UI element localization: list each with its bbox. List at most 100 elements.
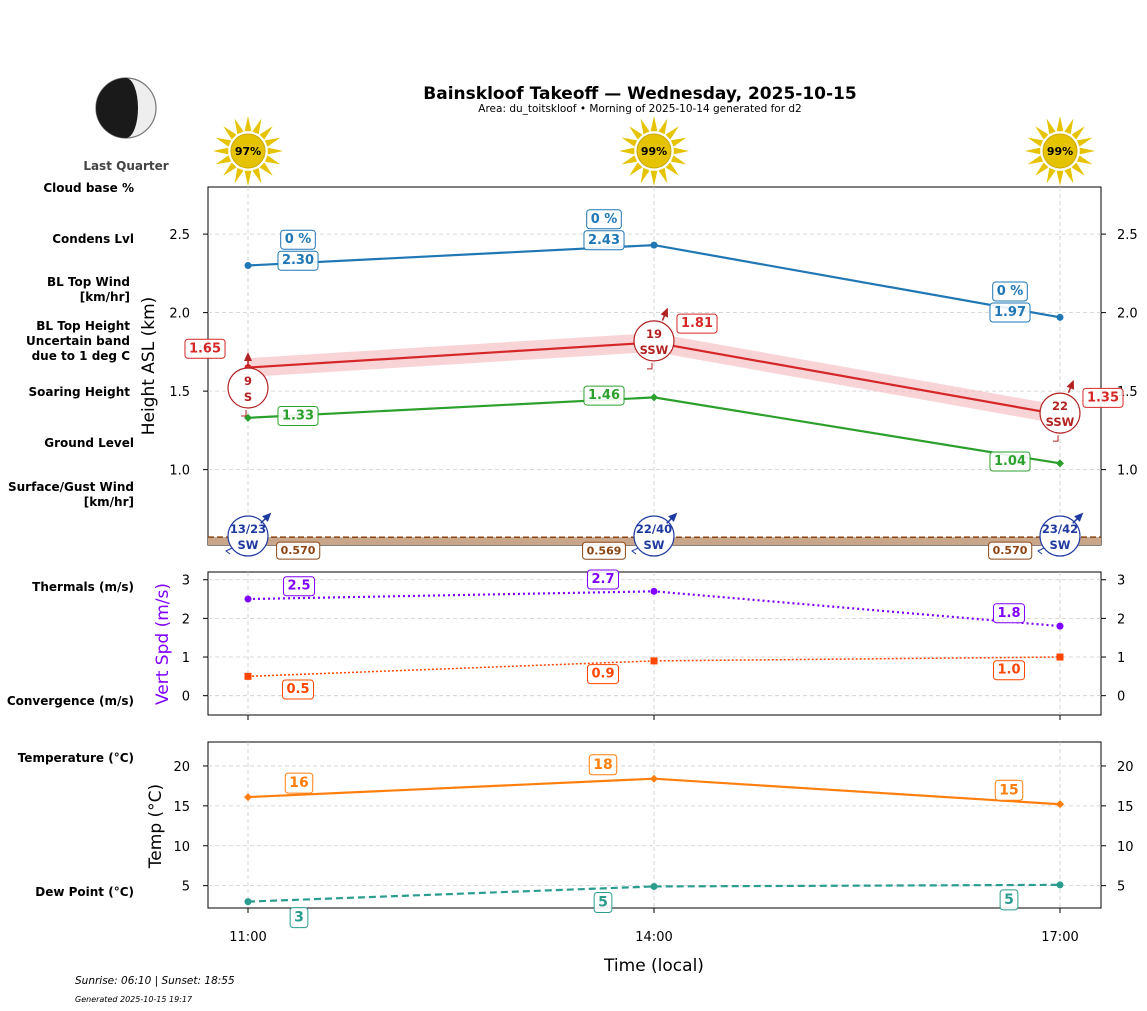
ytick-label-right: 15 [1117, 800, 1134, 815]
condens-label: 1.97 [989, 302, 1031, 323]
chart-subtitle: Area: du_toitskloof • Morning of 2025-10… [478, 103, 801, 115]
label-bl-top-height-3: due to 1 deg C [32, 349, 131, 363]
convergence-line-point [650, 657, 658, 665]
soaring-label: 1.04 [989, 451, 1031, 472]
svg-text:5: 5 [598, 894, 608, 910]
svg-text:5: 5 [1004, 892, 1014, 908]
temperature-label: 15 [994, 779, 1024, 801]
svg-text:1.46: 1.46 [588, 388, 620, 403]
condens-lvl-line-point [650, 241, 658, 249]
label-temperature: Temperature (°C) [18, 751, 134, 765]
soaring-height-line-point [1056, 459, 1064, 468]
moon-phase-label: Last Quarter [83, 159, 168, 173]
svg-text:0 %: 0 % [285, 232, 312, 247]
sun-percent-label: 99% [641, 145, 667, 158]
svg-text:23/42: 23/42 [1042, 522, 1078, 536]
dew-point-line [247, 883, 1061, 903]
surface-wind-circle: 23/42 SW [1037, 512, 1084, 557]
ground-label: 0.570 [988, 541, 1033, 560]
label-soaring-height: Soaring Height [29, 385, 131, 399]
ytick-label-left: 1 [182, 651, 190, 666]
soaring-height-line-point [244, 413, 252, 422]
svg-text:22: 22 [1052, 399, 1068, 413]
bl-top-wind-circle: 9S [227, 351, 269, 417]
svg-text:1.33: 1.33 [282, 408, 314, 423]
ytick-label-left: 15 [173, 800, 190, 815]
ytick-label-right: 3 [1117, 574, 1125, 589]
ytick-label-left: 2.0 [169, 307, 190, 322]
sun-percent-label: 99% [1047, 145, 1073, 158]
sun-icon: 99% [1025, 116, 1095, 186]
ytick-label-right: 1 [1117, 651, 1125, 666]
temperature-line-point [1056, 800, 1064, 809]
svg-text:16: 16 [289, 775, 308, 791]
xaxis-title: Time (local) [603, 956, 704, 976]
condens-lvl-line-point [244, 262, 252, 270]
moon-icon [95, 77, 157, 139]
convergence-label: 1.0 [992, 660, 1026, 681]
ytick-label-left: 5 [182, 880, 190, 895]
ground-label: 0.570 [276, 541, 321, 560]
sun-percent-label: 97% [235, 145, 261, 158]
bl-top-wind-circle: 19 SSW [633, 307, 675, 370]
svg-text:SSW: SSW [1046, 415, 1075, 429]
condens-label: 2.43 [583, 230, 625, 251]
bl-top-label: 1.81 [676, 313, 718, 334]
condens-lvl-line-point [1056, 313, 1064, 321]
svg-text:SSW: SSW [640, 343, 669, 357]
svg-text:0.570: 0.570 [993, 544, 1028, 557]
soaring-height-line-point [650, 393, 658, 402]
ytick-label-right: 2.5 [1117, 228, 1138, 243]
xtick-label: 11:00 [229, 930, 266, 945]
dew-point-line-point [244, 898, 252, 906]
bl-top-wind-circle: 22 SSW [1039, 379, 1081, 442]
ytick-label-left: 1.5 [169, 385, 190, 400]
label-cloud-base: Cloud base % [43, 181, 134, 195]
ytick-label-right: 2.0 [1117, 307, 1138, 322]
svg-text:1.35: 1.35 [1087, 390, 1119, 405]
convergence-line-point [244, 672, 252, 680]
svg-text:18: 18 [593, 757, 612, 773]
svg-text:SW: SW [238, 538, 259, 552]
svg-text:0.569: 0.569 [587, 544, 622, 557]
svg-text:9: 9 [244, 374, 252, 388]
label-surface-wind-2: [km/hr] [84, 495, 134, 509]
chart-title: Bainskloof Takeoff — Wednesday, 2025-10-… [423, 84, 856, 104]
svg-text:15: 15 [999, 782, 1018, 798]
svg-text:1.0: 1.0 [997, 663, 1020, 678]
soaring-label: 1.33 [277, 405, 319, 426]
ytick-label-right: 2 [1117, 612, 1125, 627]
bl-top-label: 1.35 [1082, 387, 1124, 408]
thermals-line-point [1056, 622, 1064, 630]
svg-text:2.30: 2.30 [282, 253, 314, 268]
svg-text:SW: SW [644, 538, 665, 552]
svg-text:0.5: 0.5 [286, 682, 309, 697]
svg-text:SW: SW [1050, 538, 1071, 552]
svg-text:2.5: 2.5 [287, 579, 310, 594]
convergence-label: 0.5 [281, 679, 315, 700]
svg-text:1.8: 1.8 [997, 606, 1020, 621]
dew-point-label: 5 [999, 889, 1019, 911]
cloud-base-label: 0 % [992, 281, 1028, 302]
ytick-label-left: 20 [173, 760, 190, 775]
svg-text:2.43: 2.43 [588, 233, 620, 248]
temperature-label: 18 [588, 754, 618, 776]
ytick-label-right: 1.0 [1117, 464, 1138, 479]
sun-icon: 97% [213, 116, 283, 186]
label-condens-lvl: Condens Lvl [52, 232, 134, 246]
cloud-base-label: 0 % [586, 209, 622, 230]
generated-time: Generated 2025-10-15 19:17 [75, 995, 193, 1004]
ytick-label-right: 5 [1117, 880, 1125, 895]
ytick-label-left: 1.0 [169, 464, 190, 479]
dew-point-line-point [1056, 881, 1064, 889]
label-ground-level: Ground Level [44, 436, 134, 450]
svg-text:0 %: 0 % [997, 284, 1024, 299]
svg-text:0 %: 0 % [591, 212, 618, 227]
svg-text:3: 3 [294, 910, 304, 926]
svg-text:S: S [244, 390, 252, 404]
surface-wind-circle: 13/23 SW [225, 512, 272, 557]
ytick-label-right: 20 [1117, 760, 1134, 775]
svg-text:0.570: 0.570 [281, 544, 316, 557]
temperature-line-point [244, 793, 252, 802]
